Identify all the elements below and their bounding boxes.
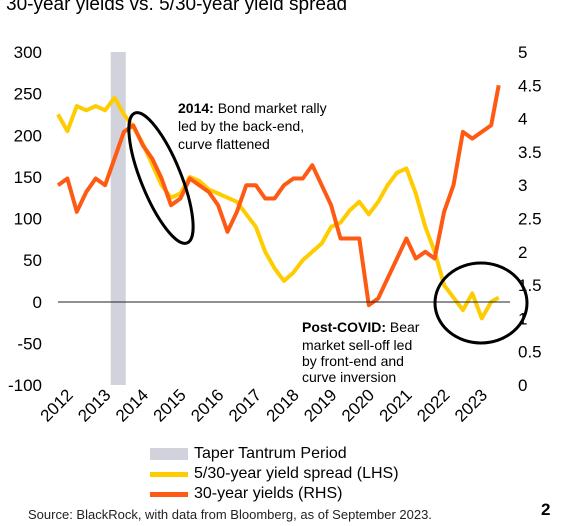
y-left-tick-label: 250 bbox=[14, 85, 42, 104]
annotation-post-covid-line: curve inversion bbox=[302, 369, 396, 385]
legend-label-spread: 5/30-year yield spread (LHS) bbox=[194, 465, 399, 482]
legend: Taper Tantrum Period 5/30-year yield spr… bbox=[150, 444, 399, 504]
legend-item-taper: Taper Tantrum Period bbox=[150, 444, 399, 464]
y-right-tick-label: 4.5 bbox=[518, 76, 542, 95]
chart: 300250200150100500-50-10054.543.532.521.… bbox=[8, 43, 542, 426]
legend-swatch-yields bbox=[150, 491, 188, 497]
legend-label-taper: Taper Tantrum Period bbox=[194, 445, 347, 462]
y-right-tick-label: 0 bbox=[518, 376, 527, 395]
y-left-tick-label: 0 bbox=[33, 293, 42, 312]
y-right-tick-label: 2 bbox=[518, 243, 527, 262]
y-left-tick-label: 50 bbox=[23, 251, 42, 270]
x-tick-label: 2013 bbox=[74, 385, 114, 425]
x-tick-label: 2020 bbox=[338, 385, 378, 425]
x-tick-label: 2021 bbox=[376, 385, 416, 425]
legend-label-yields: 30-year yields (RHS) bbox=[194, 485, 343, 502]
x-tick-label: 2022 bbox=[413, 385, 453, 425]
x-tick-label: 2014 bbox=[112, 385, 152, 425]
x-tick-label: 2012 bbox=[37, 385, 77, 425]
x-tick-label: 2023 bbox=[451, 385, 491, 425]
annotation-2014-line: curve flattened bbox=[178, 136, 270, 152]
y-left-tick-label: 300 bbox=[14, 43, 42, 62]
x-tick-label: 2018 bbox=[263, 385, 303, 425]
annotation-post-covid-line: market sell-off led bbox=[302, 337, 412, 353]
highlight-ellipse-post-covid bbox=[433, 261, 529, 345]
y-right-tick-label: 0.5 bbox=[518, 343, 542, 362]
legend-item-spread: 5/30-year yield spread (LHS) bbox=[150, 464, 399, 484]
annotation-post-covid-line: by front-end and bbox=[302, 353, 404, 369]
y-left-tick-label: -100 bbox=[8, 376, 42, 395]
x-tick-label: 2016 bbox=[187, 385, 227, 425]
legend-item-yields: 30-year yields (RHS) bbox=[150, 484, 399, 504]
y-right-tick-label: 4 bbox=[518, 110, 527, 129]
y-right-tick-label: 3 bbox=[518, 176, 527, 195]
x-tick-label: 2015 bbox=[150, 385, 190, 425]
y-left-tick-label: 100 bbox=[14, 210, 42, 229]
y-right-tick-label: 5 bbox=[518, 43, 527, 62]
legend-swatch-spread bbox=[150, 471, 188, 477]
y-left-tick-label: 150 bbox=[14, 168, 42, 187]
x-tick-label: 2017 bbox=[225, 385, 265, 425]
annotation-post-covid-line: Post-COVID: Bear bbox=[302, 319, 420, 335]
source-note: Source: BlackRock, with data from Bloomb… bbox=[28, 507, 432, 522]
y-left-tick-label: -50 bbox=[17, 334, 42, 353]
y-right-tick-label: 2.5 bbox=[518, 210, 542, 229]
x-tick-label: 2019 bbox=[300, 385, 340, 425]
annotation-2014-line: 2014: Bond market rally bbox=[178, 100, 327, 116]
yield-line bbox=[56, 84, 501, 308]
legend-swatch-taper bbox=[150, 448, 188, 460]
y-left-tick-label: 200 bbox=[14, 126, 42, 145]
highlight-ellipse-2014 bbox=[127, 111, 195, 245]
y-right-tick-label: 3.5 bbox=[518, 143, 542, 162]
chart-title: 30-year yields vs. 5/30-year yield sprea… bbox=[6, 0, 348, 15]
page-number: 2 bbox=[541, 500, 551, 519]
annotation-2014-line: led by the back-end, bbox=[178, 118, 304, 134]
